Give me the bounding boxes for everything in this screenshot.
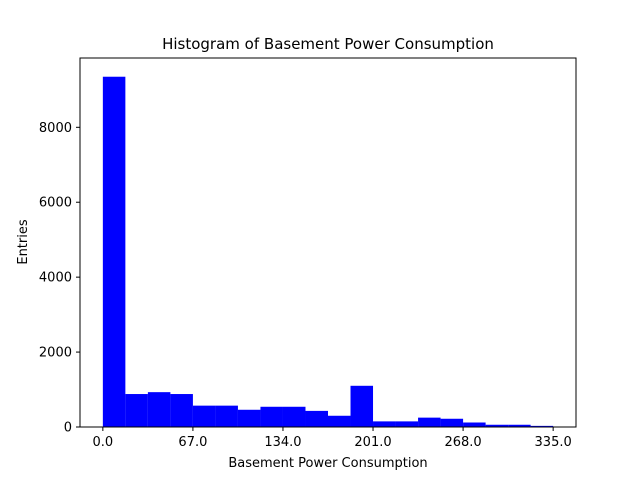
histogram-bar [463,422,486,427]
histogram-bar [282,406,306,427]
chart-title: Histogram of Basement Power Consumption [162,35,494,53]
histogram-bar [170,394,193,427]
x-tick-label: 335.0 [535,435,572,450]
histogram-bar [237,409,261,427]
y-tick-label: 4000 [39,271,72,286]
x-tick-label: 134.0 [264,435,301,450]
y-tick-label: 6000 [39,196,72,211]
x-axis-ticks: 0.0 67.0 134.0 201.0 268.0 335.0 [93,427,572,450]
y-axis-ticks: 0 2000 4000 6000 8000 [39,121,80,436]
histogram-bar [418,417,441,427]
histogram-bar [508,424,531,427]
y-tick-label: 0 [64,421,72,436]
histogram-bar [485,424,509,427]
x-tick-label: 268.0 [444,435,481,450]
x-tick-label: 0.0 [93,435,114,450]
x-axis-label: Basement Power Consumption [228,456,427,471]
x-tick-label: 201.0 [354,435,391,450]
histogram-bar [215,405,238,427]
histogram-bar [440,418,464,427]
bars-group [102,76,554,428]
histogram-bar [260,406,283,427]
histogram-bar [147,392,171,427]
histogram-bar [125,394,148,427]
histogram-bar [328,415,351,427]
y-axis-label: Entries [16,219,31,265]
histogram-bar [192,405,216,427]
y-tick-label: 8000 [39,121,72,136]
histogram-bar [102,76,126,428]
x-tick-label: 67.0 [178,435,207,450]
histogram-bar [530,425,554,427]
histogram-bar [373,421,396,427]
histogram-bar [305,410,328,427]
histogram-bar [350,385,374,427]
histogram-bar [395,421,419,427]
plot-frame [79,57,577,428]
y-tick-label: 2000 [39,346,72,361]
